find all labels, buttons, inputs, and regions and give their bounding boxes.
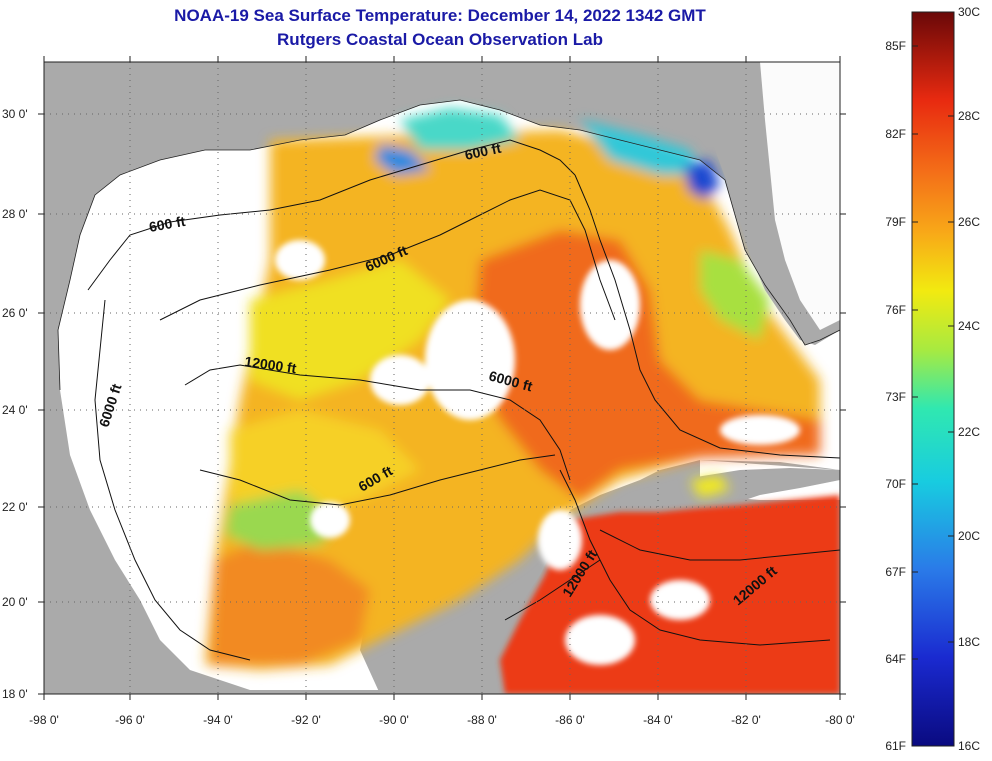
latitude-tick-label: 22 0' (2, 500, 28, 514)
fahrenheit-label: 61F (885, 739, 906, 753)
longitude-tick-label: -98 0' (29, 713, 59, 727)
fahrenheit-label: 70F (885, 477, 906, 491)
celsius-label: 20C (958, 529, 980, 543)
longitude-tick-label: -96 0' (115, 713, 145, 727)
map-subtitle: Rutgers Coastal Ocean Observation Lab (277, 30, 603, 49)
longitude-tick-label: -80 0' (825, 713, 855, 727)
celsius-label: 16C (958, 739, 980, 753)
latitude-tick-label: 30 0' (2, 107, 28, 121)
longitude-tick-label: -90 0' (379, 713, 409, 727)
latitude-tick-label: 20 0' (2, 595, 28, 609)
fahrenheit-label: 73F (885, 390, 906, 404)
cloud-patches (275, 240, 800, 665)
fahrenheit-label: 67F (885, 565, 906, 579)
map-border (43, 61, 841, 695)
gulf-coastline (57, 99, 840, 391)
latitude-tick-label: 18 0' (2, 687, 28, 701)
sst-swath (205, 108, 820, 670)
longitude-tick-label: -86 0' (555, 713, 585, 727)
fahrenheit-label: 64F (885, 652, 906, 666)
latitude-tick-label: 26 0' (2, 306, 28, 320)
longitude-tick-label: -84 0' (643, 713, 673, 727)
latitude-labels: 30 0' 28 0' 26 0' 24 0' 22 0' 20 0' 18 0' (2, 107, 28, 701)
celsius-label: 26C (958, 215, 980, 229)
graticule (44, 62, 840, 694)
temperature-colorbar: 85F 82F 79F 76F 73F 70F 67F 64F 61F 30C 28C 26C 24C… (885, 5, 980, 753)
celsius-label: 30C (958, 5, 980, 19)
celsius-label: 28C (958, 109, 980, 123)
map-title: NOAA-19 Sea Surface Temperature: Decembe… (174, 6, 706, 25)
celsius-label: 24C (958, 319, 980, 333)
longitude-tick-label: -92 0' (291, 713, 321, 727)
contour-label: 12000 ft (244, 353, 298, 376)
latitude-tick-label: 28 0' (2, 207, 28, 221)
florida-land-clear (760, 62, 840, 330)
contour-label: 600 ft (463, 140, 502, 163)
bathymetry-contours (87, 139, 840, 661)
fahrenheit-label: 79F (885, 215, 906, 229)
longitude-tick-label: -82 0' (731, 713, 761, 727)
colorbar-gradient (911, 11, 955, 747)
map-plot-area (44, 62, 840, 694)
contour-label: 600 ft (148, 213, 187, 235)
axis-ticks (38, 56, 846, 700)
fahrenheit-label: 85F (885, 39, 906, 53)
longitude-labels: -98 0' -96 0' -94 0' -92 0' -90 0' -88 0' -86 … (29, 713, 855, 727)
fahrenheit-label: 82F (885, 127, 906, 141)
longitude-tick-label: -88 0' (467, 713, 497, 727)
longitude-tick-label: -94 0' (203, 713, 233, 727)
latitude-tick-label: 24 0' (2, 403, 28, 417)
fahrenheit-label: 76F (885, 303, 906, 317)
celsius-label: 18C (958, 635, 980, 649)
celsius-label: 22C (958, 425, 980, 439)
